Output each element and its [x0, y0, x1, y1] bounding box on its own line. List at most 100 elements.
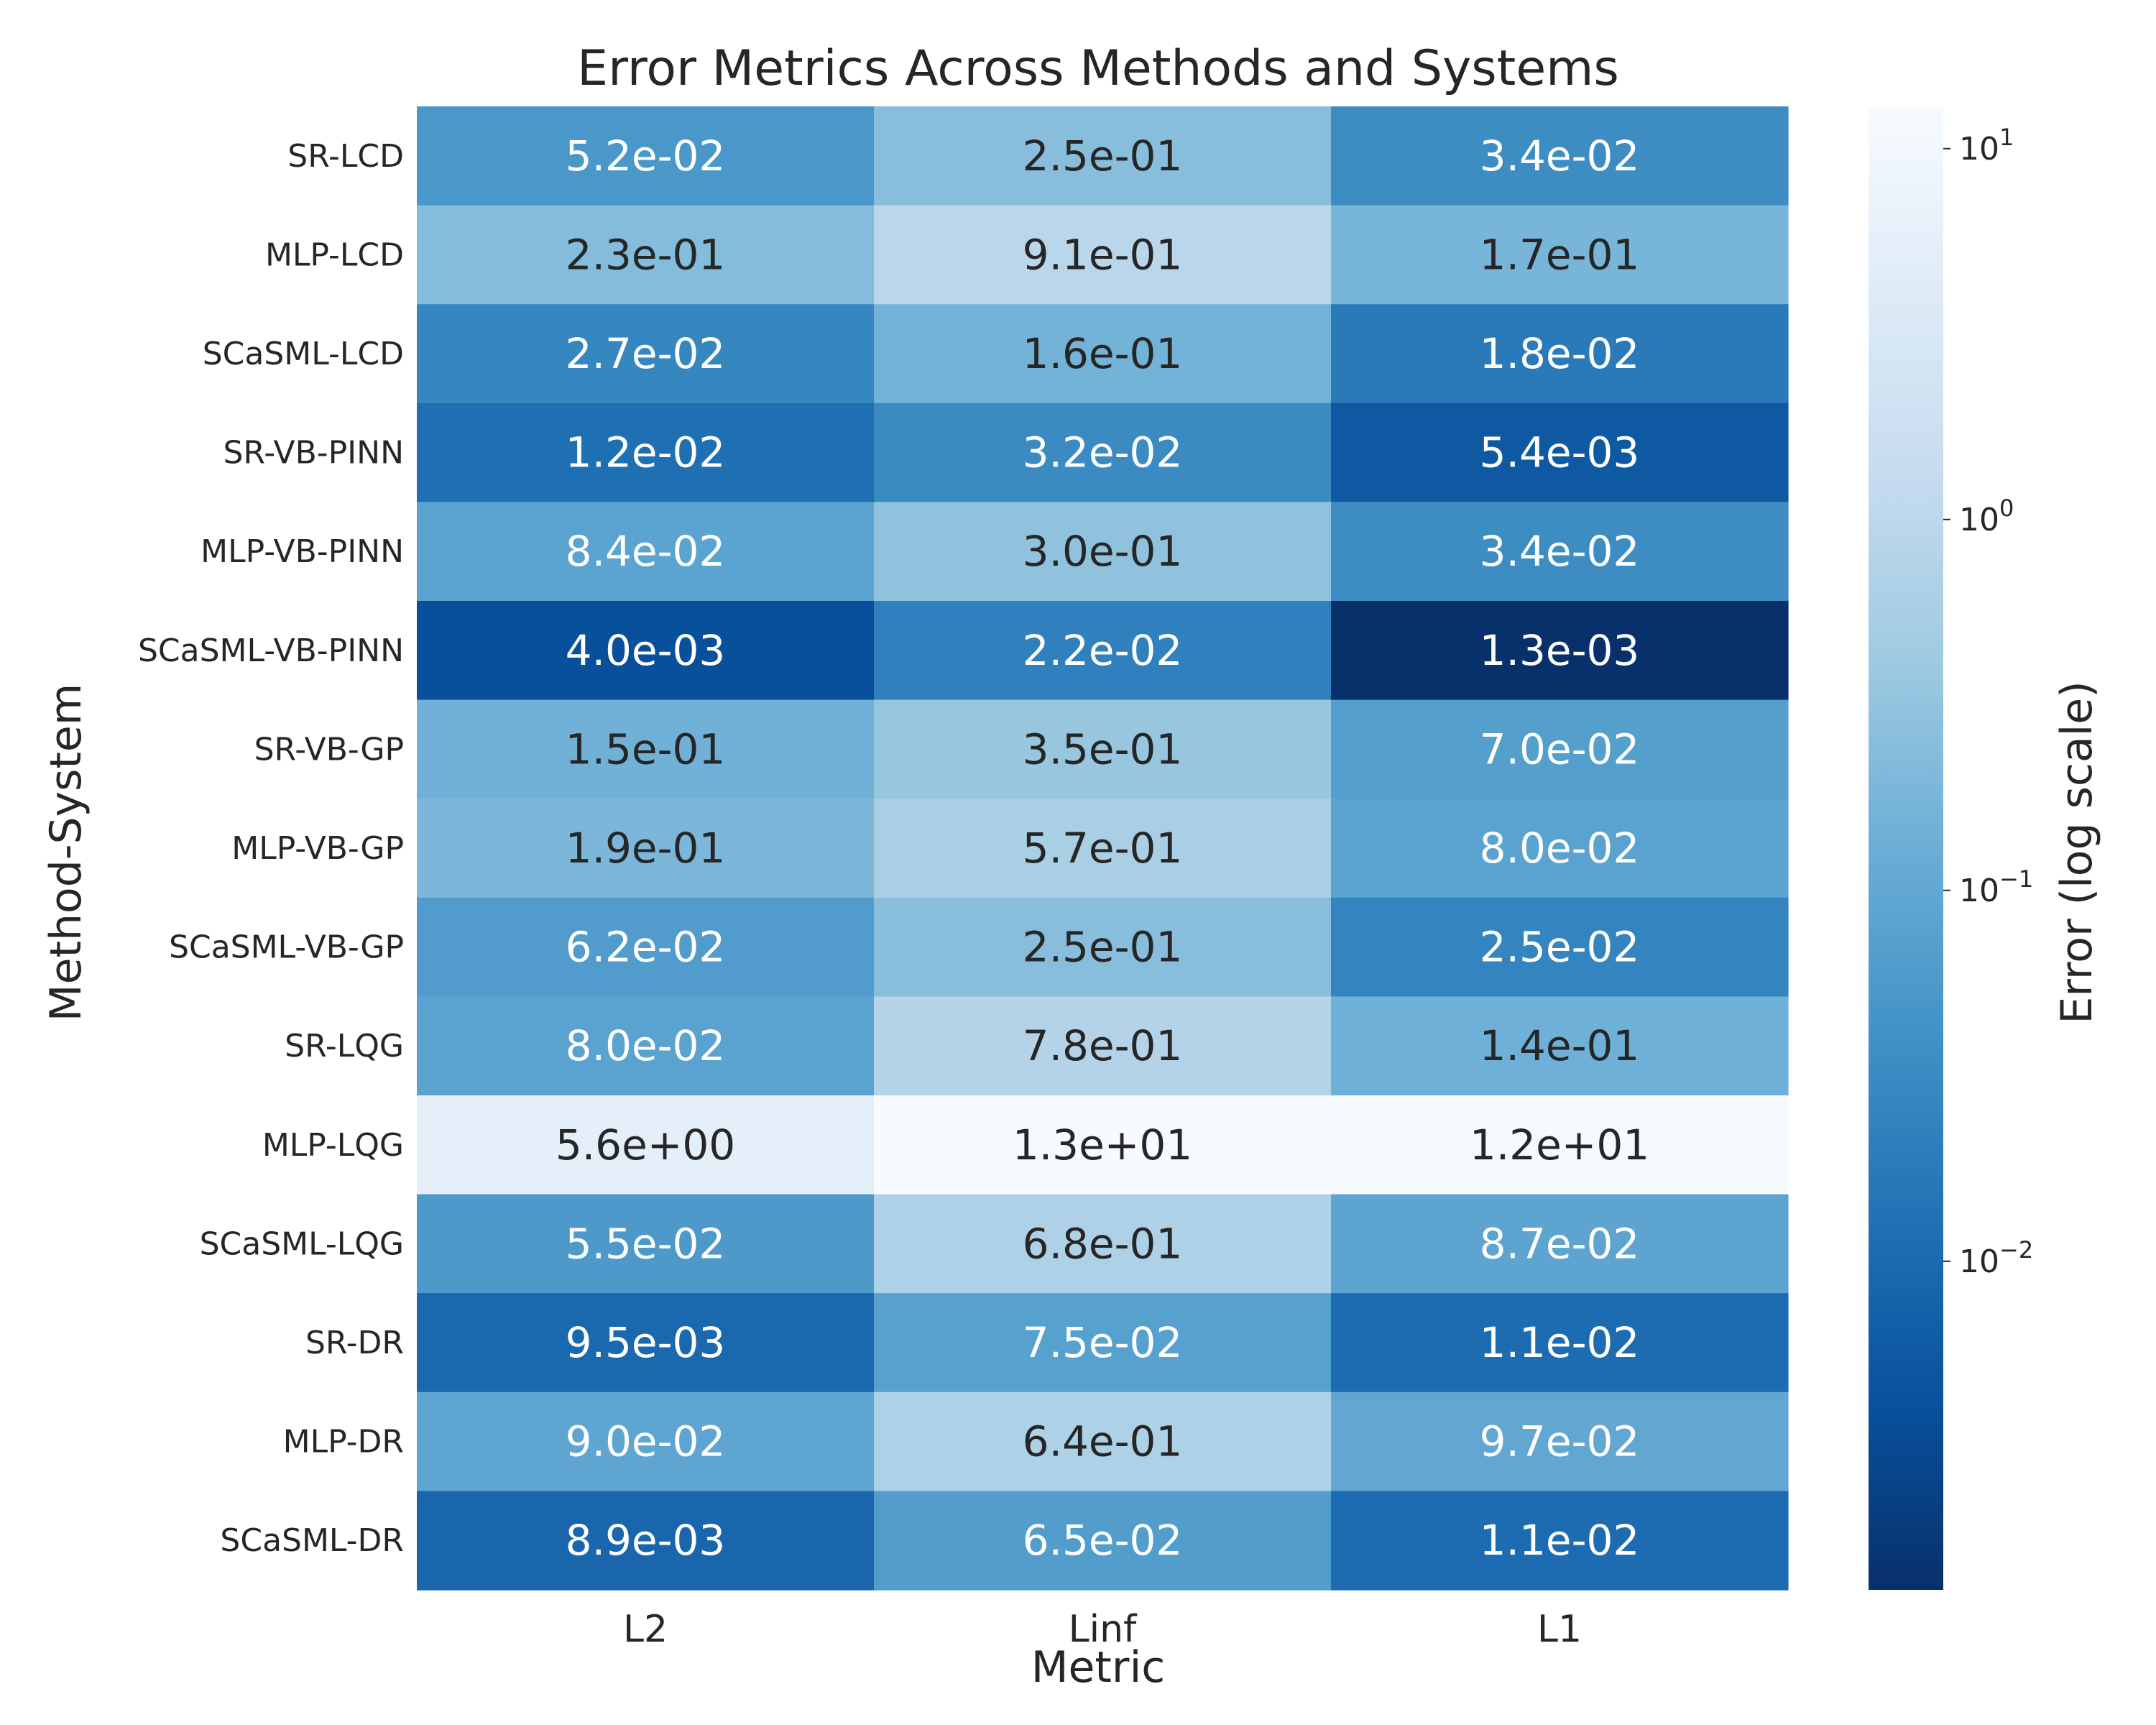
- cell-value-label: 5.5e-02: [566, 1219, 726, 1268]
- heatmap-cell: [874, 502, 1332, 602]
- y-tick-label: SCaSML-LQG: [200, 1225, 404, 1262]
- y-tick-labels: SR-LCD MLP-LCD SCaSML-LCD SR-VB-PINN MLP-VB-…: [138, 138, 404, 1559]
- x-axis-label: Metric: [1031, 1642, 1166, 1693]
- heatmap-cell: [1331, 1392, 1789, 1491]
- y-tick-label: SR-VB-GP: [254, 731, 404, 768]
- colorbar-tick-label: 101: [1959, 124, 2014, 167]
- x-tick-label: L1: [1537, 1608, 1582, 1651]
- cell-value-label: 2.5e-01: [1023, 923, 1183, 972]
- y-tick-label: MLP-VB-PINN: [201, 533, 404, 570]
- colorbar-tick-label: 10−1: [1959, 865, 2033, 909]
- x-tick-label: L2: [623, 1608, 668, 1651]
- heatmap-cell: [417, 106, 875, 206]
- colorbar: [1869, 106, 1943, 1590]
- heatmap-cell: [874, 1392, 1332, 1491]
- cell-value-label: 3.5e-01: [1023, 724, 1183, 773]
- heatmap-cell: [1331, 1293, 1789, 1393]
- cell-value-label: 2.3e-01: [566, 230, 726, 279]
- cell-value-label: 1.9e-01: [566, 824, 726, 873]
- cell-value-label: 1.7e-01: [1480, 230, 1640, 279]
- cell-value-label: 3.0e-01: [1023, 527, 1183, 576]
- heatmap-cell: [874, 402, 1332, 502]
- heatmap-cell: [874, 699, 1332, 799]
- cell-value-label: 9.1e-01: [1023, 230, 1183, 279]
- cell-value-label: 8.0e-02: [1480, 824, 1640, 873]
- cell-value-label: 6.5e-02: [1023, 1516, 1183, 1565]
- colorbar-ticks: 10−2 10−1 100 101: [1943, 124, 2033, 1280]
- cell-value-label: 3.4e-02: [1480, 132, 1640, 180]
- y-tick-label: MLP-LCD: [265, 236, 404, 273]
- heatmap-cell: [1331, 205, 1789, 305]
- cell-value-label: 1.5e-01: [566, 724, 726, 773]
- y-tick-label: MLP-LQG: [262, 1127, 404, 1164]
- y-tick-label: MLP-VB-GP: [231, 830, 404, 867]
- cell-value-label: 8.4e-02: [566, 527, 726, 576]
- heatmap-cell: [417, 799, 875, 898]
- colorbar-label: Error (log scale): [2052, 681, 2102, 1024]
- cell-value-label: 6.8e-01: [1023, 1219, 1183, 1268]
- heatmap-cell: [1331, 1491, 1789, 1591]
- heatmap-cell: [1331, 106, 1789, 206]
- heatmap-cell: [417, 1392, 875, 1491]
- heatmap-cell: [1331, 502, 1789, 602]
- heatmap-cell: [417, 1491, 875, 1591]
- cell-value-label: 9.5e-03: [566, 1318, 726, 1367]
- cell-value-label: 7.8e-01: [1023, 1021, 1183, 1070]
- cell-value-label: 5.6e+00: [556, 1121, 735, 1169]
- cell-value-label: 1.6e-01: [1023, 329, 1183, 378]
- cell-value-label: 9.0e-02: [566, 1417, 726, 1466]
- cell-value-label: 7.0e-02: [1480, 724, 1640, 773]
- cell-value-label: 2.2e-02: [1023, 626, 1183, 675]
- colorbar-tick-label: 100: [1959, 494, 2014, 538]
- chart-title: Error Metrics Across Methods and Systems: [577, 40, 1619, 97]
- cell-value-label: 1.1e-02: [1480, 1318, 1640, 1367]
- cell-value-label: 2.7e-02: [566, 329, 726, 378]
- cell-value-label: 8.7e-02: [1480, 1219, 1640, 1268]
- heatmap-cell: [874, 1095, 1332, 1195]
- cell-value-label: 1.3e+01: [1013, 1121, 1192, 1169]
- x-tick-labels: L2 Linf L1: [623, 1608, 1582, 1651]
- cell-value-label: 5.4e-03: [1480, 428, 1640, 477]
- cell-value-label: 2.5e-02: [1480, 923, 1640, 972]
- heatmap-cell: [1331, 1095, 1789, 1195]
- cell-value-label: 7.5e-02: [1023, 1318, 1183, 1367]
- colorbar-tick-label: 10−2: [1959, 1236, 2033, 1280]
- y-tick-label: SCaSML-VB-GP: [169, 929, 404, 966]
- cell-value-labels: 5.2e-02 2.5e-01 3.4e-02 2.3e-01 9.1e-01 1.7e-…: [556, 132, 1649, 1565]
- heatmap-cell: [417, 996, 875, 1096]
- heatmap-cell: [874, 1491, 1332, 1591]
- cell-value-label: 1.2e+01: [1470, 1121, 1649, 1169]
- heatmap-cell: [874, 996, 1332, 1096]
- heatmap-cell: [874, 601, 1332, 701]
- heatmap-cell: [417, 502, 875, 602]
- heatmap-cell: [417, 1095, 875, 1195]
- y-tick-label: SR-LCD: [287, 138, 404, 175]
- cell-value-label: 1.1e-02: [1480, 1516, 1640, 1565]
- heatmap-cell: [1331, 699, 1789, 799]
- heatmap-cell: [874, 304, 1332, 404]
- heatmap-cell: [874, 1194, 1332, 1294]
- x-tick-label: Linf: [1069, 1608, 1138, 1651]
- y-tick-label: SCaSML-DR: [220, 1522, 404, 1559]
- cell-value-label: 1.2e-02: [566, 428, 726, 477]
- heatmap-cell: [1331, 799, 1789, 898]
- heatmap-cell: [1331, 601, 1789, 701]
- heatmap-cell: [1331, 897, 1789, 997]
- heatmap-cells: [417, 106, 1789, 1591]
- cell-value-label: 6.4e-01: [1023, 1417, 1183, 1466]
- y-tick-label: SR-DR: [305, 1325, 404, 1361]
- cell-value-label: 6.2e-02: [566, 923, 726, 972]
- heatmap-cell: [874, 205, 1332, 305]
- heatmap-cell: [1331, 304, 1789, 404]
- heatmap-cell: [417, 601, 875, 701]
- y-tick-label: MLP-DR: [283, 1424, 404, 1460]
- cell-value-label: 3.2e-02: [1023, 428, 1183, 477]
- heatmap-cell: [417, 897, 875, 997]
- heatmap-cell: [874, 1293, 1332, 1393]
- heatmap-cell: [417, 402, 875, 502]
- heatmap-cell: [1331, 996, 1789, 1096]
- cell-value-label: 2.5e-01: [1023, 132, 1183, 180]
- y-tick-label: SCaSML-VB-PINN: [138, 632, 404, 669]
- y-tick-label: SR-VB-PINN: [223, 435, 404, 472]
